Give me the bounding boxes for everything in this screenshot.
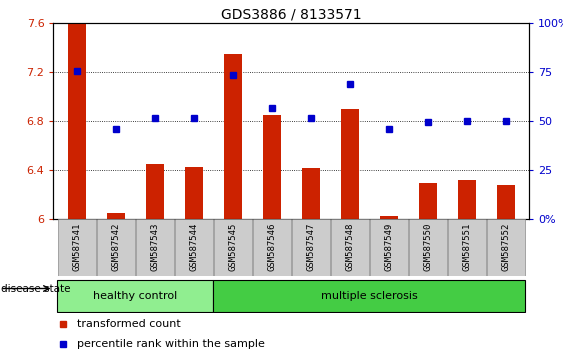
Text: GSM587548: GSM587548 bbox=[345, 222, 354, 271]
Text: transformed count: transformed count bbox=[77, 319, 181, 329]
Bar bbox=[302, 168, 320, 219]
FancyBboxPatch shape bbox=[487, 219, 525, 276]
Bar bbox=[224, 54, 242, 219]
FancyBboxPatch shape bbox=[331, 219, 369, 276]
Text: GSM587542: GSM587542 bbox=[111, 222, 120, 271]
Text: healthy control: healthy control bbox=[93, 291, 177, 301]
Text: GSM587545: GSM587545 bbox=[229, 222, 238, 271]
Bar bbox=[497, 185, 515, 219]
Text: GSM587549: GSM587549 bbox=[385, 222, 394, 271]
FancyBboxPatch shape bbox=[58, 219, 96, 276]
Bar bbox=[107, 213, 124, 219]
FancyBboxPatch shape bbox=[409, 219, 446, 276]
FancyBboxPatch shape bbox=[370, 219, 408, 276]
Text: GSM587550: GSM587550 bbox=[423, 222, 432, 271]
Bar bbox=[380, 216, 397, 219]
Bar bbox=[419, 183, 437, 219]
FancyBboxPatch shape bbox=[136, 219, 173, 276]
Text: multiple sclerosis: multiple sclerosis bbox=[321, 291, 418, 301]
FancyBboxPatch shape bbox=[213, 280, 525, 312]
Text: GSM587541: GSM587541 bbox=[73, 222, 82, 271]
Bar bbox=[263, 115, 280, 219]
FancyBboxPatch shape bbox=[253, 219, 291, 276]
FancyBboxPatch shape bbox=[214, 219, 252, 276]
FancyBboxPatch shape bbox=[448, 219, 485, 276]
Text: GSM587551: GSM587551 bbox=[462, 222, 471, 271]
Text: GSM587546: GSM587546 bbox=[267, 222, 276, 271]
Text: disease state: disease state bbox=[1, 284, 70, 293]
Text: GSM587543: GSM587543 bbox=[150, 222, 159, 271]
Text: GSM587544: GSM587544 bbox=[189, 222, 198, 271]
Bar bbox=[146, 164, 164, 219]
FancyBboxPatch shape bbox=[292, 219, 329, 276]
Title: GDS3886 / 8133571: GDS3886 / 8133571 bbox=[221, 8, 361, 22]
FancyBboxPatch shape bbox=[175, 219, 213, 276]
Bar bbox=[185, 167, 203, 219]
Text: percentile rank within the sample: percentile rank within the sample bbox=[77, 339, 265, 349]
Text: GSM587552: GSM587552 bbox=[501, 222, 510, 271]
Text: GSM587547: GSM587547 bbox=[306, 222, 315, 271]
Bar bbox=[341, 109, 359, 219]
Bar bbox=[68, 23, 86, 219]
FancyBboxPatch shape bbox=[97, 219, 135, 276]
Bar bbox=[458, 180, 476, 219]
FancyBboxPatch shape bbox=[57, 280, 213, 312]
